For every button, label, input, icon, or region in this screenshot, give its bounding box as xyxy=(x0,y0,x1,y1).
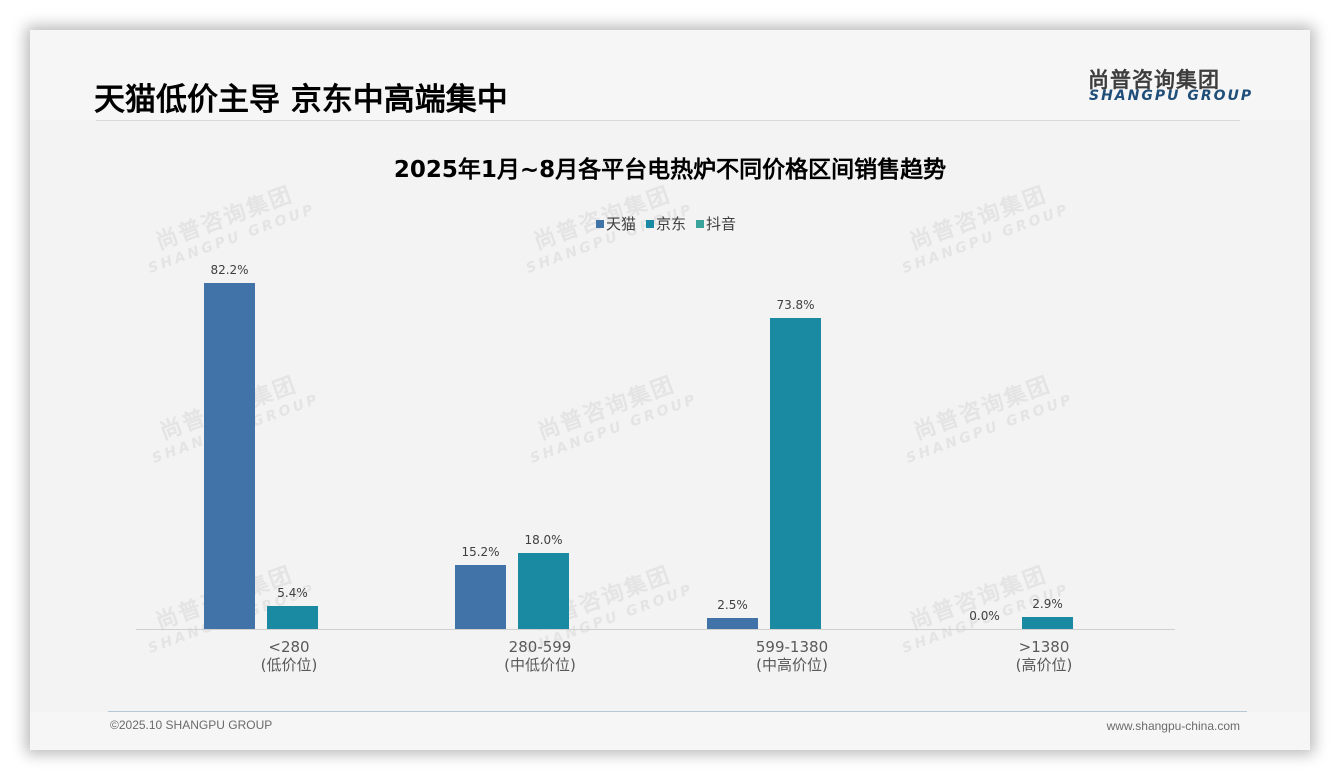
chart-legend: 天猫 京东 抖音 xyxy=(596,213,736,234)
bar-tmall xyxy=(455,565,506,629)
data-label: 2.9% xyxy=(1032,597,1063,611)
legend-label: 抖音 xyxy=(706,215,737,233)
legend-swatch-icon xyxy=(696,219,705,228)
slide: 天猫低价主导 京东中高端集中 尚普咨询集团 SHANGPU GROUP 尚普咨询… xyxy=(30,30,1310,750)
legend-item-tmall: 天猫 xyxy=(596,213,636,234)
data-label: 0.0% xyxy=(969,609,1000,623)
bar-tmall xyxy=(707,618,758,629)
legend-swatch-icon xyxy=(646,219,655,228)
footer-divider xyxy=(108,711,1247,712)
x-axis-line xyxy=(136,629,1175,630)
data-label: 18.0% xyxy=(524,533,563,547)
page-title: 天猫低价主导 京东中高端集中 xyxy=(94,82,508,118)
header-divider xyxy=(96,120,1240,121)
data-label: 5.4% xyxy=(277,586,308,600)
logo-text-cn: 尚普咨询集团 xyxy=(1088,68,1220,92)
bar-jd xyxy=(267,606,318,629)
x-axis-category-label: >1380 (高价位) xyxy=(1015,638,1073,674)
data-label: 2.5% xyxy=(717,598,748,612)
bar-tmall xyxy=(204,283,255,629)
bar-jd xyxy=(518,553,569,629)
data-label: 73.8% xyxy=(776,298,815,312)
bar-jd xyxy=(1022,617,1073,629)
legend-label: 京东 xyxy=(656,215,687,233)
chart-title: 2025年1月~8月各平台电热炉不同价格区间销售趋势 xyxy=(393,157,947,183)
bar-jd xyxy=(770,318,821,629)
legend-label: 天猫 xyxy=(606,215,637,233)
logo-text-en: SHANGPU GROUP xyxy=(1089,88,1254,104)
legend-item-jd: 京东 xyxy=(646,213,686,234)
plot-area: 82.2% 5.4% <280 (低价位) 15.2% 18.0% 280-599 (中低价位… xyxy=(30,30,1310,750)
footer-copyright: ©2025.10 SHANGPU GROUP xyxy=(110,718,273,732)
x-axis-category-label: <280 (低价位) xyxy=(260,638,318,674)
x-axis-category-label: 599-1380 (中高价位) xyxy=(755,638,829,674)
x-axis-category-label: 280-599 (中低价位) xyxy=(504,638,576,674)
footer-website: www.shangpu-china.com xyxy=(1106,719,1240,733)
data-label: 82.2% xyxy=(210,263,249,277)
footer-band xyxy=(30,712,1310,750)
data-label: 15.2% xyxy=(461,545,500,559)
header-band xyxy=(30,30,1310,120)
legend-swatch-icon xyxy=(596,219,604,228)
legend-item-douyin: 抖音 xyxy=(696,213,736,234)
